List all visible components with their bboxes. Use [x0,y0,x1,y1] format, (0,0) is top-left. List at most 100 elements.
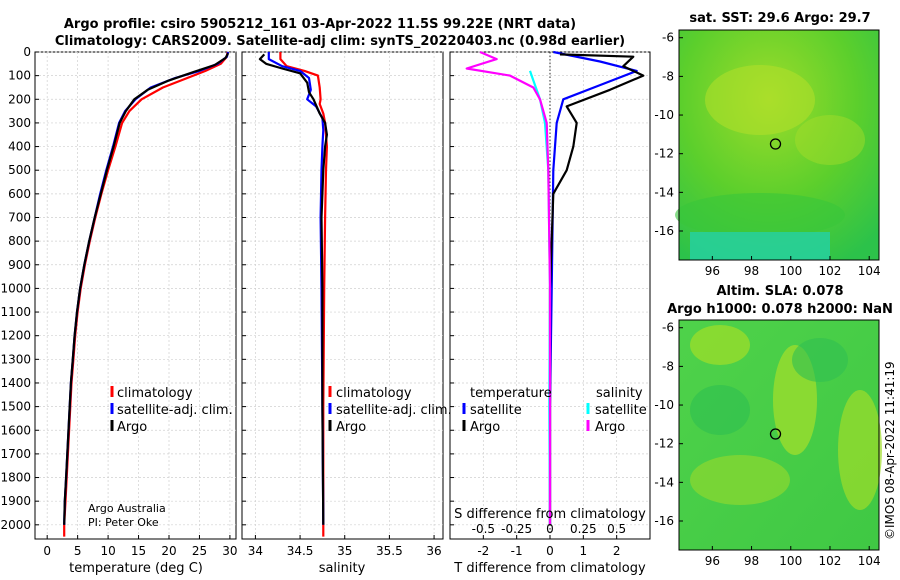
salinity-panel [241,51,444,540]
y-tick-label: 1000 [0,281,31,295]
map-y-tick-label: -14 [654,185,674,199]
x-tick-label: 2 [613,544,621,558]
temperature-panel [34,51,237,540]
sla-low-patch [792,338,848,382]
y-tick-label: 700 [8,210,31,224]
map-x-tick-label: 100 [779,554,802,568]
x2-tick-label: -0.5 [472,522,495,536]
series-line-argo-s- [465,50,552,525]
t-difference-axis-label: T difference from climatology [453,561,646,576]
map-x-tick-label: 104 [858,554,881,568]
y-tick-label: 300 [8,116,31,130]
y-tick-label: 1400 [0,376,31,390]
title-line-1: Argo profile: csiro 5905212_161 03-Apr-2… [64,17,576,32]
sla-high-patch [838,390,882,510]
y-tick-label: 1700 [0,447,31,461]
temperature-legend: climatology satellite-adj. clim. Argo [110,386,233,435]
salinity-legend: climatology satellite-adj. clim. Argo [328,386,452,435]
map-tick-layer: 96 98 100 102 104 -6 -8 -10 -12 -14 -16 96 98 100 102 1… [654,31,880,568]
x-tick-label: 0 [546,544,554,558]
y-tick-label: 600 [8,187,31,201]
sst-cool-band [690,232,830,260]
x-tick-label: 20 [161,544,176,558]
title-line-2: Climatology: CARS2009. Satellite-adj cli… [55,34,625,49]
map-y-tick-label: -16 [654,224,674,238]
sst-map-title: sat. SST: 29.6 Argo: 29.7 [689,11,870,26]
x2-tick-label: 0.25 [570,522,597,536]
series-line-climatology [279,52,328,537]
legend-label-sat-s: satellite [595,403,647,418]
credit-line-2: PI: Peter Oke [88,516,159,529]
map-x-tick-label: 104 [858,264,881,278]
x-tick-label: 0 [43,544,51,558]
y-tick-label: 500 [8,163,31,177]
sst-frame [678,29,880,261]
x-tick-label: 30 [222,544,237,558]
legend-label-argo-t: Argo [470,420,500,435]
legend-label-climatology: climatology [336,386,412,401]
map-y-tick-label: -8 [662,69,674,83]
x2-tick-label: 0.5 [607,522,626,536]
sla-low-patch [690,385,750,435]
legend-label-satellite: satellite-adj. clim. [117,403,233,418]
y-tick-label: 900 [8,258,31,272]
credit-line-1: Argo Australia [88,502,166,515]
y-tick-label: 1500 [0,400,31,414]
x2-tick-label: -0.25 [501,522,532,536]
map-y-tick-label: -10 [654,108,674,122]
y-tick-label: 1200 [0,329,31,343]
map-y-tick-label: -6 [662,31,674,45]
x-tick-label: 1 [580,544,588,558]
x-tick-label: 36 [426,544,441,558]
x2-tick-label: 0 [546,522,554,536]
imos-watermark: ©IMOS 08-Apr-2022 11:41:19 [883,361,897,540]
sst-warm-patch [795,115,865,165]
y-tick-label: 100 [8,69,31,83]
y-tick-label: 200 [8,92,31,106]
difference-legend: temperature salinity satellite Argo sate… [462,386,647,435]
legend-label-argo: Argo [117,420,147,435]
map-x-tick-label: 102 [819,264,842,278]
map-y-tick-label: -16 [654,514,674,528]
x-tick-label: 15 [131,544,146,558]
y-tick-label: 2000 [0,518,31,532]
legend-title-salinity: salinity [596,386,643,401]
x-tick-label: -2 [477,544,489,558]
sla-frame [678,319,880,551]
map-y-tick-label: -12 [654,437,674,451]
x-tick-label: 25 [192,544,207,558]
series-line-argo [63,52,230,525]
tick-layer: 0100200300400500600700800900100011001200… [0,45,626,558]
series-layer [63,50,645,537]
sla-map-subtitle: Argo h1000: 0.078 h2000: NaN [667,302,893,317]
sst-warm-patch [705,65,815,135]
argo-location-marker [769,428,782,440]
map-x-tick-label: 96 [705,264,720,278]
legend-label-satellite: satellite-adj. clim. [336,403,452,418]
salinity-axis-label: salinity [319,561,366,576]
x-tick-label: 10 [100,544,115,558]
map-x-tick-label: 98 [744,554,759,568]
map-y-tick-label: -12 [654,147,674,161]
map-y-tick-label: -14 [654,475,674,489]
sla-map [678,319,882,551]
y-tick-label: 400 [8,140,31,154]
s-difference-axis-label: S difference from climatology [454,507,646,522]
x-tick-label: 35 [337,544,352,558]
legend-label-climatology: climatology [117,386,193,401]
legend-title-temperature: temperature [470,386,552,401]
y-tick-label: 0 [23,45,31,59]
x-tick-label: 34.5 [287,544,314,558]
sla-high-patch [690,455,790,505]
y-tick-label: 800 [8,234,31,248]
argo-location-marker [769,138,782,150]
x-tick-label: -1 [511,544,523,558]
series-line-argo [258,53,328,525]
map-x-tick-label: 100 [779,264,802,278]
legend-label-argo-s: Argo [595,420,625,435]
sla-map-title: Altim. SLA: 0.078 [717,284,844,299]
sst-map [675,29,880,261]
y-tick-label: 1900 [0,494,31,508]
map-y-tick-label: -6 [662,321,674,335]
